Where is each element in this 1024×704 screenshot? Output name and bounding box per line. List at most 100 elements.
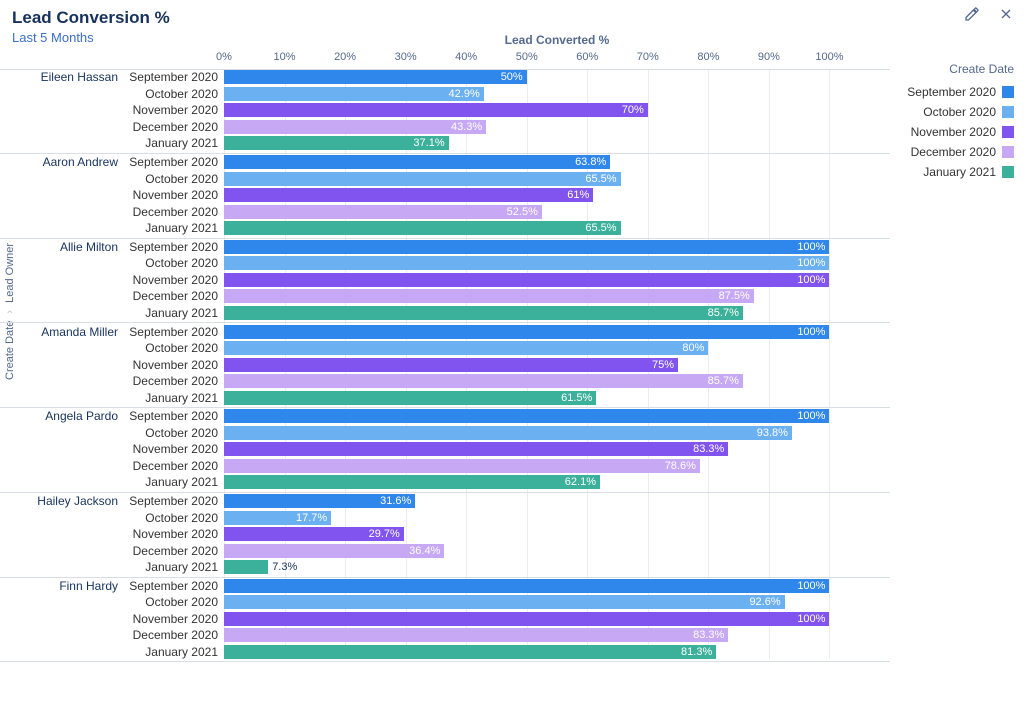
month-label: October 2020 [145, 172, 218, 186]
month-label: December 2020 [133, 544, 218, 558]
bar[interactable]: 61.5% [224, 391, 596, 405]
month-label: November 2020 [133, 273, 218, 287]
bar-value-label: 17.7% [296, 512, 327, 524]
legend-item[interactable]: September 2020 [892, 82, 1014, 102]
legend-item[interactable]: November 2020 [892, 122, 1014, 142]
bar[interactable]: 70% [224, 103, 648, 117]
bar[interactable]: 65.5% [224, 221, 621, 235]
page-title: Lead Conversion % [12, 8, 1012, 28]
bar[interactable]: 36.4% [224, 544, 444, 558]
bar[interactable]: 85.7% [224, 374, 743, 388]
bar[interactable]: 37.1% [224, 136, 449, 150]
bar-value-label: 78.6% [665, 460, 696, 472]
bar-value-label: 100% [797, 326, 825, 338]
y-axis-title-part1: Create Date [4, 321, 16, 380]
legend-item[interactable]: January 2021 [892, 162, 1014, 182]
bar[interactable]: 100% [224, 325, 829, 339]
owner-label: Finn Hardy [59, 579, 118, 593]
owner-label: Angela Pardo [45, 409, 118, 423]
gridline [769, 69, 770, 659]
x-tick-label: 10% [274, 51, 296, 63]
bar[interactable]: 81.3% [224, 645, 716, 659]
legend-item[interactable]: December 2020 [892, 142, 1014, 162]
x-tick-label: 0% [216, 51, 232, 63]
group-separator [0, 492, 890, 493]
bar[interactable]: 43.3% [224, 120, 486, 134]
month-label: January 2021 [145, 560, 218, 574]
month-label: November 2020 [133, 103, 218, 117]
bar[interactable]: 100% [224, 256, 829, 270]
bar[interactable] [224, 560, 268, 574]
group-separator [0, 238, 890, 239]
bar-value-label: 85.7% [708, 375, 739, 387]
bar[interactable]: 100% [224, 409, 829, 423]
bar[interactable]: 61% [224, 188, 593, 202]
bar-value-label: 70% [622, 104, 644, 116]
bar[interactable]: 62.1% [224, 475, 600, 489]
bar[interactable]: 83.3% [224, 628, 728, 642]
bar-value-label: 80% [682, 342, 704, 354]
month-label: January 2021 [145, 221, 218, 235]
month-label: September 2020 [129, 155, 218, 169]
x-tick-label: 40% [455, 51, 477, 63]
bar[interactable]: 100% [224, 579, 829, 593]
bar-value-label: 93.8% [757, 427, 788, 439]
bar[interactable]: 87.5% [224, 289, 754, 303]
bar[interactable]: 100% [224, 240, 829, 254]
month-label: September 2020 [129, 70, 218, 84]
y-axis-title: Create Date › Lead Owner [4, 243, 16, 380]
bar[interactable]: 31.6% [224, 494, 415, 508]
bar[interactable]: 78.6% [224, 459, 700, 473]
month-label: September 2020 [129, 494, 218, 508]
bar[interactable]: 83.3% [224, 442, 728, 456]
month-label: October 2020 [145, 87, 218, 101]
bar-value-label: 29.7% [369, 528, 400, 540]
month-label: September 2020 [129, 409, 218, 423]
bar-value-label: 63.8% [575, 156, 606, 168]
month-label: December 2020 [133, 289, 218, 303]
bar-value-label: 81.3% [681, 646, 712, 658]
x-tick-label: 20% [334, 51, 356, 63]
x-tick-label: 70% [637, 51, 659, 63]
bar-value-label: 92.6% [749, 596, 780, 608]
bar[interactable]: 29.7% [224, 527, 404, 541]
bar-value-label: 36.4% [409, 545, 440, 557]
month-label: November 2020 [133, 527, 218, 541]
x-axis-title: Lead Converted % [224, 33, 890, 47]
header-actions [964, 6, 1014, 22]
bar[interactable]: 50% [224, 70, 527, 84]
group-separator [0, 407, 890, 408]
bar-value-label: 100% [797, 410, 825, 422]
bar-value-label: 100% [797, 274, 825, 286]
bar[interactable]: 100% [224, 273, 829, 287]
month-label: September 2020 [129, 325, 218, 339]
legend-item[interactable]: October 2020 [892, 102, 1014, 122]
bar[interactable]: 80% [224, 341, 708, 355]
bar[interactable]: 17.7% [224, 511, 331, 525]
bar[interactable]: 85.7% [224, 306, 743, 320]
legend-label: October 2020 [923, 105, 996, 119]
bar-value-label: 62.1% [565, 476, 596, 488]
legend-label: January 2021 [923, 165, 996, 179]
edit-icon[interactable] [964, 6, 980, 22]
bar[interactable]: 52.5% [224, 205, 542, 219]
month-label: December 2020 [133, 205, 218, 219]
month-label: December 2020 [133, 374, 218, 388]
bar[interactable]: 75% [224, 358, 678, 372]
x-tick-label: 60% [576, 51, 598, 63]
close-icon[interactable] [998, 6, 1014, 22]
bar[interactable]: 63.8% [224, 155, 610, 169]
month-label: January 2021 [145, 391, 218, 405]
bar-value-label: 43.3% [451, 121, 482, 133]
owner-label: Amanda Miller [41, 325, 118, 339]
bar-value-label: 87.5% [719, 290, 750, 302]
bar[interactable]: 92.6% [224, 595, 785, 609]
plot-area: Eileen HassanSeptember 202050%October 20… [224, 69, 890, 659]
bar[interactable]: 65.5% [224, 172, 621, 186]
bar[interactable]: 42.9% [224, 87, 484, 101]
group-separator [0, 153, 890, 154]
bar[interactable]: 93.8% [224, 426, 792, 440]
gridline [708, 69, 709, 659]
bar-value-label: 31.6% [380, 495, 411, 507]
bar[interactable]: 100% [224, 612, 829, 626]
